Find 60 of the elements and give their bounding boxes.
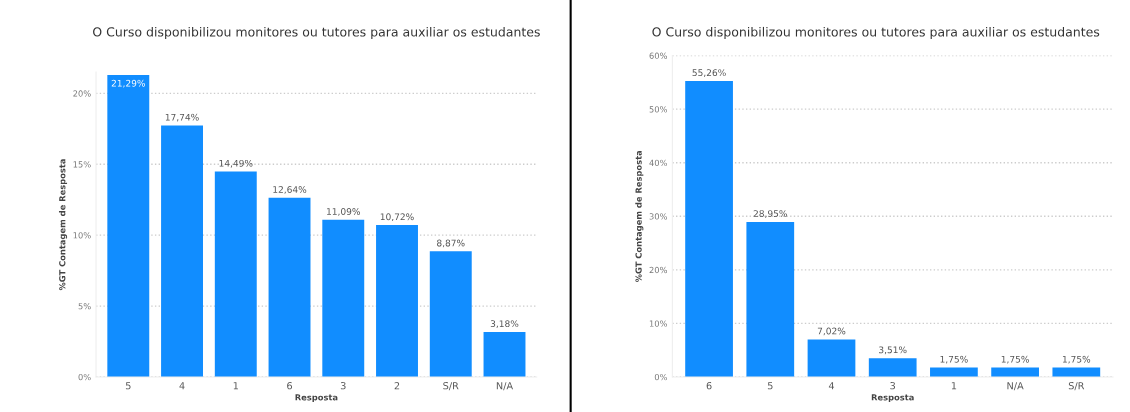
data-label: 10,72% <box>380 213 414 222</box>
data-label: 11,09% <box>327 208 360 216</box>
x-tick-label: 6 <box>287 382 293 390</box>
bar <box>746 221 795 377</box>
bar <box>868 358 917 377</box>
x-tick-label: 6 <box>706 382 712 390</box>
chart-title: O Curso disponibilizou monitores ou tutores para auxiliar os estudantes <box>93 26 540 40</box>
x-tick-label: 2 <box>394 382 400 390</box>
y-tick-label: 20% <box>73 90 91 97</box>
data-label: 17,74% <box>165 113 199 122</box>
y-tick-label: 50% <box>649 106 668 113</box>
chart-title: O Curso disponibilizou monitores ou tutores para auxiliar os estudantes <box>652 26 1100 40</box>
bar <box>429 251 472 377</box>
x-tick-label: N/A <box>1007 382 1024 391</box>
data-label: 7,02% <box>817 327 846 336</box>
x-tick-label: 4 <box>828 382 835 390</box>
bar <box>268 197 311 377</box>
x-axis-title: Resposta <box>871 394 914 403</box>
y-tick-label: 15% <box>73 161 91 168</box>
y-tick-label: 0% <box>654 373 668 381</box>
bar <box>685 81 733 377</box>
x-tick-label: N/A <box>496 382 514 391</box>
y-tick-label: 40% <box>649 159 668 167</box>
y-tick-label: 30% <box>649 213 668 220</box>
x-tick-label: 1 <box>233 382 238 390</box>
data-label: 12,64% <box>273 186 307 194</box>
bar <box>107 75 150 377</box>
x-tick-label: 3 <box>890 382 896 390</box>
data-label: 1,75% <box>1062 355 1091 364</box>
bar <box>376 224 418 377</box>
x-tick-label: 5 <box>767 382 773 390</box>
y-tick-label: 10% <box>649 320 668 327</box>
data-label: 21,29% <box>111 79 146 88</box>
data-label: 55,26% <box>692 69 726 77</box>
y-tick-label: 10% <box>73 232 91 239</box>
data-label: 3,18% <box>490 320 519 329</box>
y-tick-label: 60% <box>649 52 668 59</box>
y-tick-label: 5% <box>78 303 91 310</box>
data-label: 3,51% <box>879 346 907 355</box>
x-tick-label: 3 <box>340 382 346 390</box>
x-tick-label: S/R <box>1068 382 1085 391</box>
bar <box>214 171 257 377</box>
y-axis-title: %GT Contagem de Resposta <box>635 150 644 283</box>
data-label: 8,87% <box>437 239 465 248</box>
x-tick-label: 4 <box>179 382 185 390</box>
x-axis-title: Resposta <box>295 394 338 403</box>
x-tick-label: 1 <box>951 382 957 390</box>
bar <box>483 331 526 377</box>
data-label: 1,75% <box>940 355 968 364</box>
y-axis-title: %GT Contagem de Resposta <box>58 159 68 291</box>
y-tick-label: 0% <box>78 373 91 381</box>
x-tick-label: 5 <box>125 382 131 390</box>
bar <box>322 219 365 377</box>
bar <box>807 339 856 377</box>
bar <box>161 125 203 377</box>
y-tick-label: 20% <box>649 266 668 274</box>
x-tick-label: S/R <box>443 382 459 391</box>
data-label: 28,95% <box>753 210 787 218</box>
data-label: 1,75% <box>1001 355 1029 364</box>
data-label: 14,49% <box>219 159 253 168</box>
